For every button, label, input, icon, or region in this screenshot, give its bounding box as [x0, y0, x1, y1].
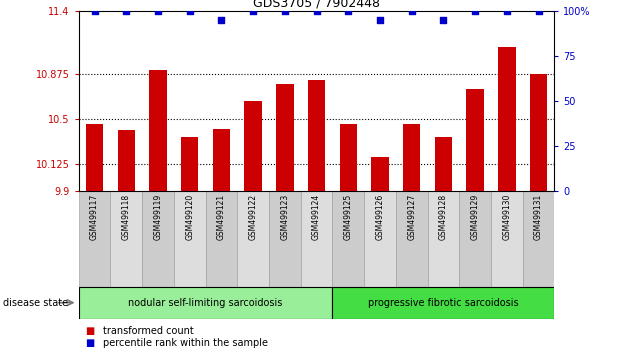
Text: GSM499117: GSM499117 [90, 194, 99, 240]
Text: GSM499120: GSM499120 [185, 194, 194, 240]
Bar [403, 124, 420, 191]
Text: GSM499129: GSM499129 [471, 194, 479, 240]
Bar [428, 191, 459, 287]
Bar [333, 191, 364, 287]
Text: disease state: disease state [3, 298, 68, 308]
Point [153, 8, 163, 13]
Bar [205, 191, 238, 287]
Bar [340, 124, 357, 191]
Text: nodular self-limiting sarcoidosis: nodular self-limiting sarcoidosis [129, 298, 283, 308]
Point [311, 8, 321, 13]
Bar [238, 191, 269, 287]
Text: GSM499124: GSM499124 [312, 194, 321, 240]
Text: GSM499130: GSM499130 [502, 194, 512, 240]
Bar [79, 191, 110, 287]
Point [438, 17, 449, 23]
Text: GSM499128: GSM499128 [439, 194, 448, 240]
Point [343, 8, 353, 13]
Text: percentile rank within the sample: percentile rank within the sample [103, 338, 268, 348]
Bar [244, 101, 262, 191]
Text: GSM499119: GSM499119 [154, 194, 163, 240]
Point [501, 8, 512, 13]
Text: progressive fibrotic sarcoidosis: progressive fibrotic sarcoidosis [368, 298, 518, 308]
Bar [213, 129, 230, 191]
Bar [79, 287, 333, 319]
Text: ■: ■ [85, 338, 94, 348]
Bar [396, 191, 428, 287]
Bar [491, 191, 523, 287]
Bar [142, 191, 174, 287]
Text: GSM499126: GSM499126 [375, 194, 384, 240]
Text: GSM499121: GSM499121 [217, 194, 226, 240]
Bar [435, 137, 452, 191]
Bar [523, 191, 554, 287]
Point [185, 8, 195, 13]
Bar [118, 130, 135, 191]
Bar [86, 124, 103, 191]
Bar [333, 287, 554, 319]
Bar [530, 74, 547, 191]
Bar [276, 84, 294, 191]
Bar [466, 89, 484, 191]
Bar [301, 191, 333, 287]
Text: GSM499127: GSM499127 [407, 194, 416, 240]
Text: transformed count: transformed count [103, 326, 193, 336]
Bar [269, 191, 301, 287]
Text: ■: ■ [85, 326, 94, 336]
Title: GDS3705 / 7902448: GDS3705 / 7902448 [253, 0, 380, 10]
Point [534, 8, 544, 13]
Bar [110, 191, 142, 287]
Text: GSM499123: GSM499123 [280, 194, 289, 240]
Text: GSM499131: GSM499131 [534, 194, 543, 240]
Point [407, 8, 417, 13]
Bar [371, 158, 389, 191]
Bar [149, 70, 167, 191]
Point [89, 8, 100, 13]
Point [470, 8, 480, 13]
Bar [459, 191, 491, 287]
Point [375, 17, 385, 23]
Text: GSM499122: GSM499122 [249, 194, 258, 240]
Text: GSM499118: GSM499118 [122, 194, 131, 240]
Bar [364, 191, 396, 287]
Bar [181, 137, 198, 191]
Point [280, 8, 290, 13]
Point [248, 8, 258, 13]
Text: GSM499125: GSM499125 [344, 194, 353, 240]
Bar [174, 191, 205, 287]
Point [121, 8, 131, 13]
Point [217, 17, 227, 23]
Bar [498, 47, 515, 191]
Bar [308, 80, 325, 191]
